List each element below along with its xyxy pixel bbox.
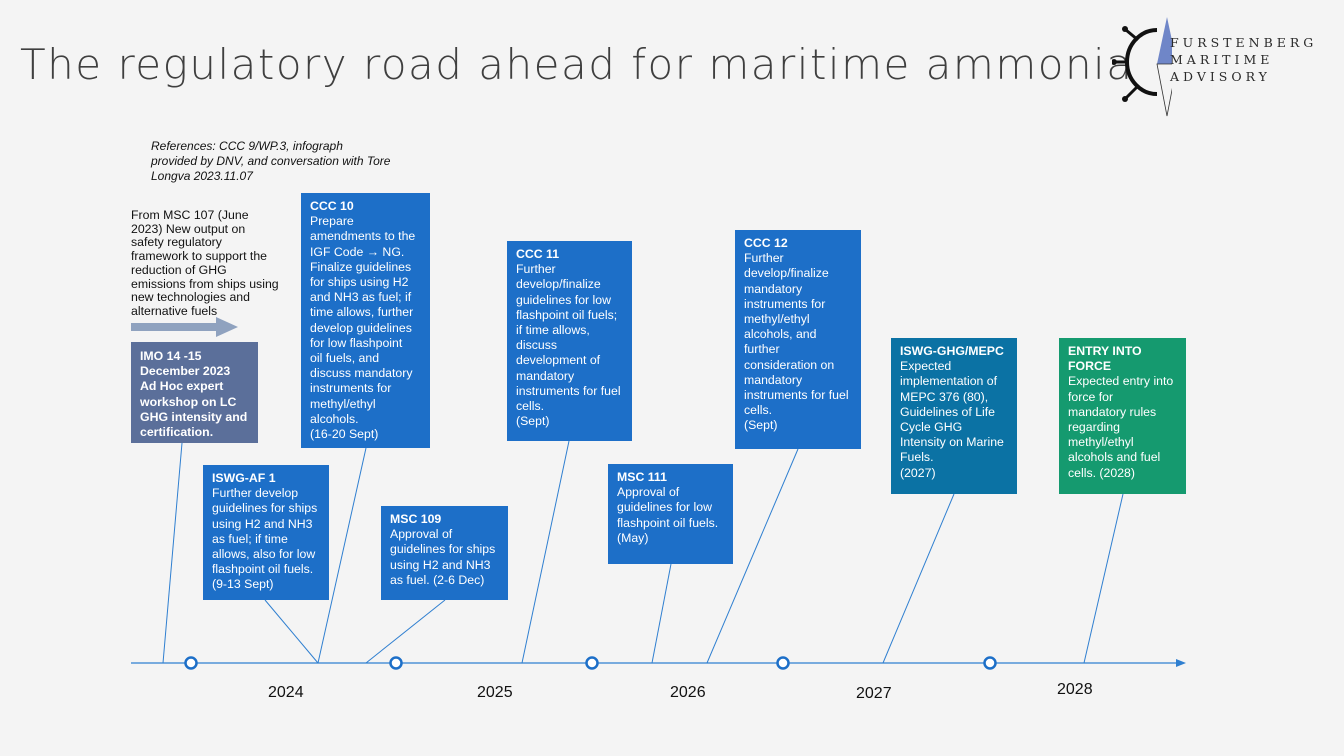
year-label-2024: 2024 [268,684,304,701]
msc111-box: MSC 111 Approval of guidelines for low fl… [608,464,733,564]
year-label-2027: 2027 [856,685,892,702]
iswg-ghg-mepc-box: ISWG-GHG/MEPC Expected implementation of … [891,338,1017,494]
ship-wheel-compass-icon [1112,17,1172,117]
ccc12-box: CCC 12 Further develop/finalize mandatory… [735,230,861,449]
company-logo: FURSTENBERG MARITIME ADVISORY [1112,12,1342,118]
year-label-2028: 2028 [1057,681,1093,698]
page-title: The regulatory road ahead for maritime a… [20,40,1134,89]
year-label-2025: 2025 [477,684,513,701]
ccc10-box: CCC 10 Prepare amendments to the IGF Code… [301,193,430,448]
year-label-2026: 2026 [670,684,706,701]
timeline-arrowhead [1176,659,1186,667]
entry-into-force-box: ENTRY INTO FORCE Expected entry into forc… [1059,338,1186,494]
intro-arrow-icon [131,317,238,337]
logo-text: FURSTENBERG MARITIME ADVISORY [1170,35,1318,84]
imo-workshop-box: IMO 14 -15 December 2023 Ad Hoc expert w… [131,342,258,443]
ccc11-box: CCC 11 Further develop/finalize guideline… [507,241,632,441]
intro-text: From MSC 107 (June 2023) New output on s… [131,208,279,318]
connector-lines [162,440,1124,664]
references-note: References: CCC 9/WP.3, infograph provid… [151,139,391,183]
timeline-markers [184,656,997,670]
iswg-af1-box: ISWG-AF 1 Further develop guidelines for … [203,465,329,600]
msc109-box: MSC 109 Approval of guidelines for ships … [381,506,508,600]
